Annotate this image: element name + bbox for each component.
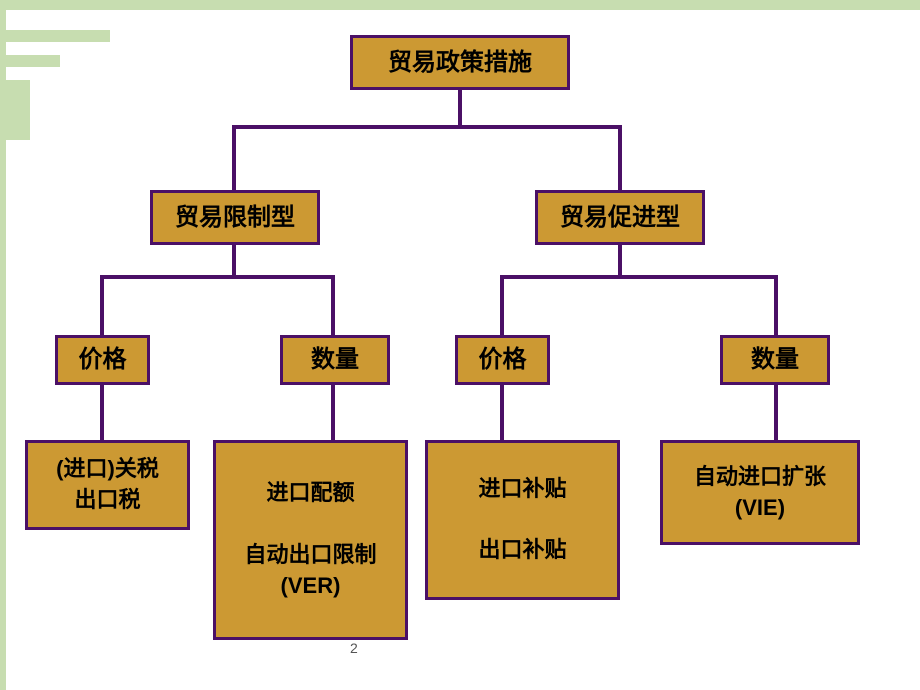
node-l1a: 价格 <box>55 335 150 385</box>
connector-line <box>458 90 462 125</box>
background-stripe <box>0 30 110 42</box>
node-right1: 贸易促进型 <box>535 190 705 245</box>
connector-line <box>331 385 335 440</box>
connector-line <box>774 385 778 440</box>
background-stripe <box>0 0 6 690</box>
connector-line <box>232 245 236 275</box>
connector-line <box>618 245 622 275</box>
node-leaf3: 进口补贴 出口补贴 <box>425 440 620 600</box>
node-leaf1: (进口)关税 出口税 <box>25 440 190 530</box>
background-stripe <box>0 0 920 10</box>
connector-line <box>500 275 504 335</box>
node-leaf2: 进口配额 自动出口限制 (VER) <box>213 440 408 640</box>
connector-line <box>331 275 335 335</box>
connector-line <box>232 125 622 129</box>
connector-line <box>100 275 104 335</box>
connector-line <box>100 275 335 279</box>
connector-line <box>500 385 504 440</box>
connector-line <box>500 275 778 279</box>
node-leaf4: 自动进口扩张 (VIE) <box>660 440 860 545</box>
connector-line <box>618 125 622 190</box>
connector-line <box>100 385 104 440</box>
node-r1a: 价格 <box>455 335 550 385</box>
slide-number: 2 <box>350 640 358 656</box>
connector-line <box>232 125 236 190</box>
node-root: 贸易政策措施 <box>350 35 570 90</box>
node-r1b: 数量 <box>720 335 830 385</box>
node-l1b: 数量 <box>280 335 390 385</box>
connector-line <box>774 275 778 335</box>
node-left1: 贸易限制型 <box>150 190 320 245</box>
background-stripe <box>0 55 60 67</box>
